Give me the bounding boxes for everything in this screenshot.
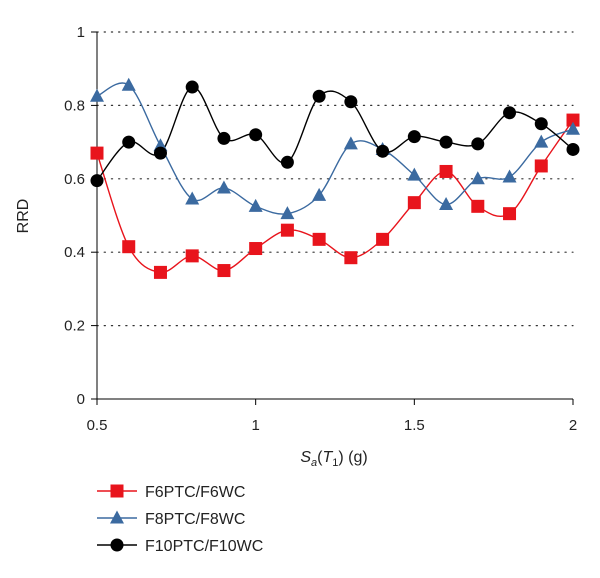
x-tick-label: 1.5 bbox=[404, 417, 425, 434]
x-axis-title-unit: (g) bbox=[344, 449, 368, 466]
data-point-series-1 bbox=[249, 242, 263, 256]
data-point-series-3 bbox=[471, 137, 485, 151]
data-point-series-1 bbox=[344, 251, 358, 265]
data-point-series-3 bbox=[503, 106, 517, 120]
y-ticks: 0 0.2 0.4 0.6 0.8 1 bbox=[64, 24, 97, 408]
y-tick-label: 0.8 bbox=[64, 97, 85, 114]
data-point-series-3 bbox=[122, 135, 136, 149]
y-tick-label: 1 bbox=[77, 24, 85, 41]
data-point-series-1 bbox=[376, 232, 390, 246]
x-tick-label: 2 bbox=[569, 417, 577, 434]
x-axis-title-paren-open: ( bbox=[317, 449, 323, 466]
data-point-series-3 bbox=[534, 117, 548, 131]
axes bbox=[96, 32, 573, 400]
legend-marker bbox=[110, 510, 124, 524]
y-tick-label: 0.4 bbox=[64, 244, 85, 261]
data-point-series-2 bbox=[343, 136, 358, 150]
x-axis-title: Sa(T1) (g) bbox=[300, 449, 367, 469]
x-tick-label: 0.5 bbox=[87, 417, 108, 434]
data-point-series-1 bbox=[280, 223, 294, 237]
data-point-series-1 bbox=[153, 265, 167, 279]
legend-marker bbox=[110, 484, 124, 498]
data-point-series-2 bbox=[470, 171, 485, 185]
data-point-series-3 bbox=[376, 144, 390, 158]
legend: F6PTC/F6WC F8PTC/F8WC F10PTC/F10WC bbox=[97, 484, 263, 555]
series-markers bbox=[90, 77, 580, 279]
data-point-series-1 bbox=[185, 249, 199, 263]
data-point-series-3 bbox=[280, 155, 294, 169]
legend-label: F6PTC/F6WC bbox=[145, 484, 245, 501]
data-point-series-2 bbox=[439, 196, 454, 210]
data-point-series-1 bbox=[566, 113, 580, 127]
legend-label: F10PTC/F10WC bbox=[145, 538, 263, 555]
x-axis-title-paren-close: ) bbox=[338, 449, 343, 466]
data-point-series-1 bbox=[439, 164, 453, 178]
data-point-series-2 bbox=[502, 169, 517, 183]
x-axis-title-sub-a: a bbox=[311, 457, 317, 469]
data-point-series-2 bbox=[121, 77, 136, 91]
data-point-series-2 bbox=[90, 88, 104, 102]
data-point-series-2 bbox=[248, 198, 263, 212]
data-point-series-1 bbox=[217, 264, 231, 278]
data-point-series-1 bbox=[90, 146, 104, 160]
data-point-series-1 bbox=[122, 240, 136, 254]
data-point-series-1 bbox=[534, 159, 548, 173]
data-point-series-3 bbox=[90, 174, 104, 188]
data-point-series-3 bbox=[249, 128, 263, 142]
grid-lines bbox=[96, 31, 574, 327]
x-axis-title-sub-1: 1 bbox=[332, 457, 338, 469]
data-point-series-2 bbox=[185, 191, 200, 205]
y-tick-label: 0.6 bbox=[64, 171, 85, 188]
x-axis-title-s: S bbox=[300, 449, 311, 466]
data-point-series-2 bbox=[312, 187, 327, 201]
series-line-3 bbox=[96, 86, 574, 182]
y-tick-label: 0.2 bbox=[64, 318, 85, 335]
data-point-series-3 bbox=[153, 146, 167, 160]
data-point-series-3 bbox=[439, 135, 453, 149]
data-point-series-2 bbox=[534, 134, 549, 148]
y-axis-title: RRD bbox=[15, 199, 32, 234]
data-point-series-3 bbox=[344, 95, 358, 109]
x-axis-title-t: T bbox=[322, 449, 333, 466]
data-point-series-1 bbox=[471, 199, 485, 213]
series-line-1 bbox=[96, 119, 574, 274]
data-point-series-2 bbox=[566, 121, 580, 135]
x-tick-label: 1 bbox=[251, 417, 259, 434]
data-point-series-2 bbox=[407, 167, 422, 181]
legend-label: F8PTC/F8WC bbox=[145, 511, 245, 528]
legend-marker bbox=[110, 538, 124, 552]
data-point-series-3 bbox=[407, 130, 421, 144]
data-point-series-3 bbox=[312, 89, 326, 103]
series-lines bbox=[96, 82, 574, 274]
y-tick-label: 0 bbox=[77, 391, 85, 408]
data-point-series-3 bbox=[185, 80, 199, 94]
data-point-series-2 bbox=[216, 180, 231, 194]
data-point-series-3 bbox=[566, 142, 580, 156]
series-line-2 bbox=[96, 82, 574, 215]
data-point-series-1 bbox=[407, 196, 421, 210]
data-point-series-3 bbox=[217, 131, 231, 145]
data-point-series-2 bbox=[280, 206, 295, 220]
data-point-series-1 bbox=[503, 207, 517, 221]
x-ticks: 0.5 1 1.5 2 bbox=[87, 399, 577, 434]
data-point-series-1 bbox=[312, 232, 326, 246]
